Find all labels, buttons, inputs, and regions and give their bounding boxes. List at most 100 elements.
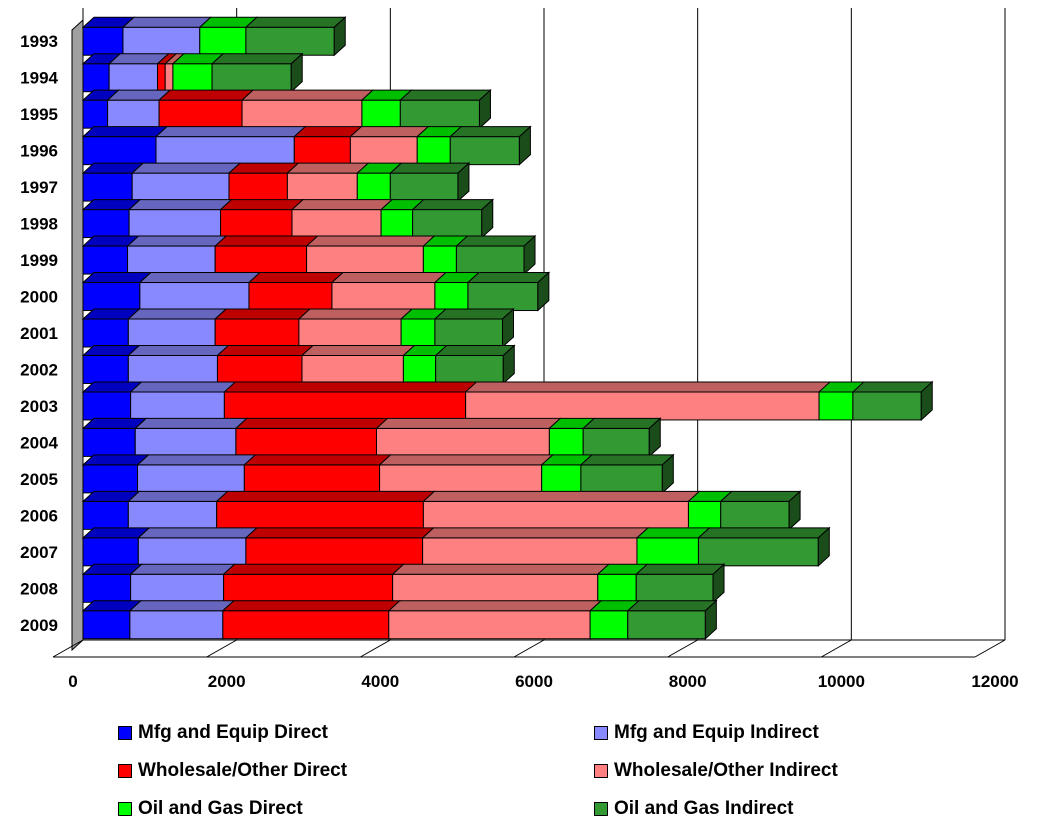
bar-segment [129,610,224,640]
bar-segment [331,282,436,312]
bar-segment-top [433,308,515,320]
bar-segment [131,172,230,202]
x-tick-label: 8000 [669,672,707,691]
bar-segment [548,427,584,457]
x-tick-label: 6000 [515,672,553,691]
bar-segment-top [223,381,478,393]
bar-segment [228,172,288,202]
bar-segment [130,391,225,421]
bar-segment [434,318,504,348]
y-tick-label: 2000 [20,288,58,307]
bar-segment [379,464,543,494]
y-tick-label: 2004 [20,433,58,452]
legend-item: Wholesale/Other Indirect [594,756,838,786]
legend-label: Mfg and Equip Indirect [614,722,819,743]
bar-segment-top [127,344,230,356]
bar-segment-top [219,199,305,211]
bar-segment [597,573,637,603]
bar-segment [155,136,295,166]
legend-item: Mfg and Equip Direct [118,718,328,748]
bar-segment [635,573,714,603]
bar-segment-top [305,235,436,247]
floor-tick [821,639,852,658]
bar-segment-top [127,308,228,320]
bar-segment [127,245,216,275]
bar-group [81,344,516,385]
bar-segment [82,537,139,567]
bar-segment-top [127,490,229,502]
bar-segment [82,99,109,129]
bar-segment [172,63,213,93]
bar-segment-top [222,563,405,575]
bar-end-cap [457,161,470,203]
bar-segment [82,464,139,494]
legend-item: Wholesale/Other Direct [118,756,347,786]
bar-segment-top [387,600,603,612]
bar-end-cap [920,380,933,422]
y-tick-label: 2009 [20,616,58,635]
y-tick-label: 1997 [20,178,58,197]
bar-end-cap [817,526,830,567]
legend-item: Mfg and Equip Indirect [594,718,819,748]
bar-segment [82,354,129,384]
y-tick-label: 1993 [20,32,58,51]
bar-segment-top [411,199,495,211]
bar-segment [199,26,247,56]
bar-segment [214,245,308,275]
bar-segment [82,63,110,93]
bar-segment-top [464,381,832,393]
bar-end-cap [648,417,661,458]
y-tick-label: 1996 [20,142,58,161]
bar-segment [127,318,216,348]
bar-segment [248,282,333,312]
bar-end-cap [478,89,491,130]
bar-segment [455,245,525,275]
bar-segment [392,573,599,603]
bar-group [81,271,551,312]
y-tick-label: 1998 [20,215,58,234]
bar-segment-top [297,308,414,320]
bar-segment [82,245,129,275]
bar-segment [400,318,436,348]
legend-label: Wholesale/Other Indirect [614,760,838,781]
bar-segment [389,172,459,202]
legend-label: Oil and Gas Direct [138,798,303,819]
bar-segment [434,282,469,312]
bar-segment [376,427,550,457]
bar-segment [214,318,300,348]
bar-segment-top [136,454,257,466]
bar-segment-top [234,417,389,429]
bar-segment-top [391,563,611,575]
bar-segment [108,63,159,93]
bar-group [81,453,675,495]
bar-segment [243,464,381,494]
bar-segment [158,99,243,129]
stacked-bar-chart: 0 2000 4000 6000 8000 10000 12000 1993 1994 1995 1… [20,8,1019,691]
bar-segment [449,136,520,166]
bar-segment [818,391,854,421]
bar-segment [107,99,160,129]
bar-segment [465,391,820,421]
x-tick-label: 4000 [361,672,399,691]
y-tick-label: 2003 [20,397,58,416]
bar-segment [82,282,141,312]
bar-segment-top [635,527,711,539]
y-tick-label: 1999 [20,251,58,270]
bar-end-cap [502,307,515,349]
bar-segment [412,209,483,239]
bar-segment-top [133,417,249,429]
bar-segment-top [851,381,934,393]
bar-segment-top [634,563,726,575]
legend-item: Oil and Gas Direct [118,794,303,824]
bar-segment-top [421,527,650,539]
bar-segment-top [215,490,436,502]
bar-segment [137,464,245,494]
bar-group [81,125,532,166]
bar-segment [286,172,358,202]
bar-segment [82,136,157,166]
bar-segment-top [434,344,516,356]
bar-segment-top [126,235,228,247]
bar-segment-top [378,454,554,466]
bar-segment [293,136,351,166]
legend-swatch [118,726,132,740]
